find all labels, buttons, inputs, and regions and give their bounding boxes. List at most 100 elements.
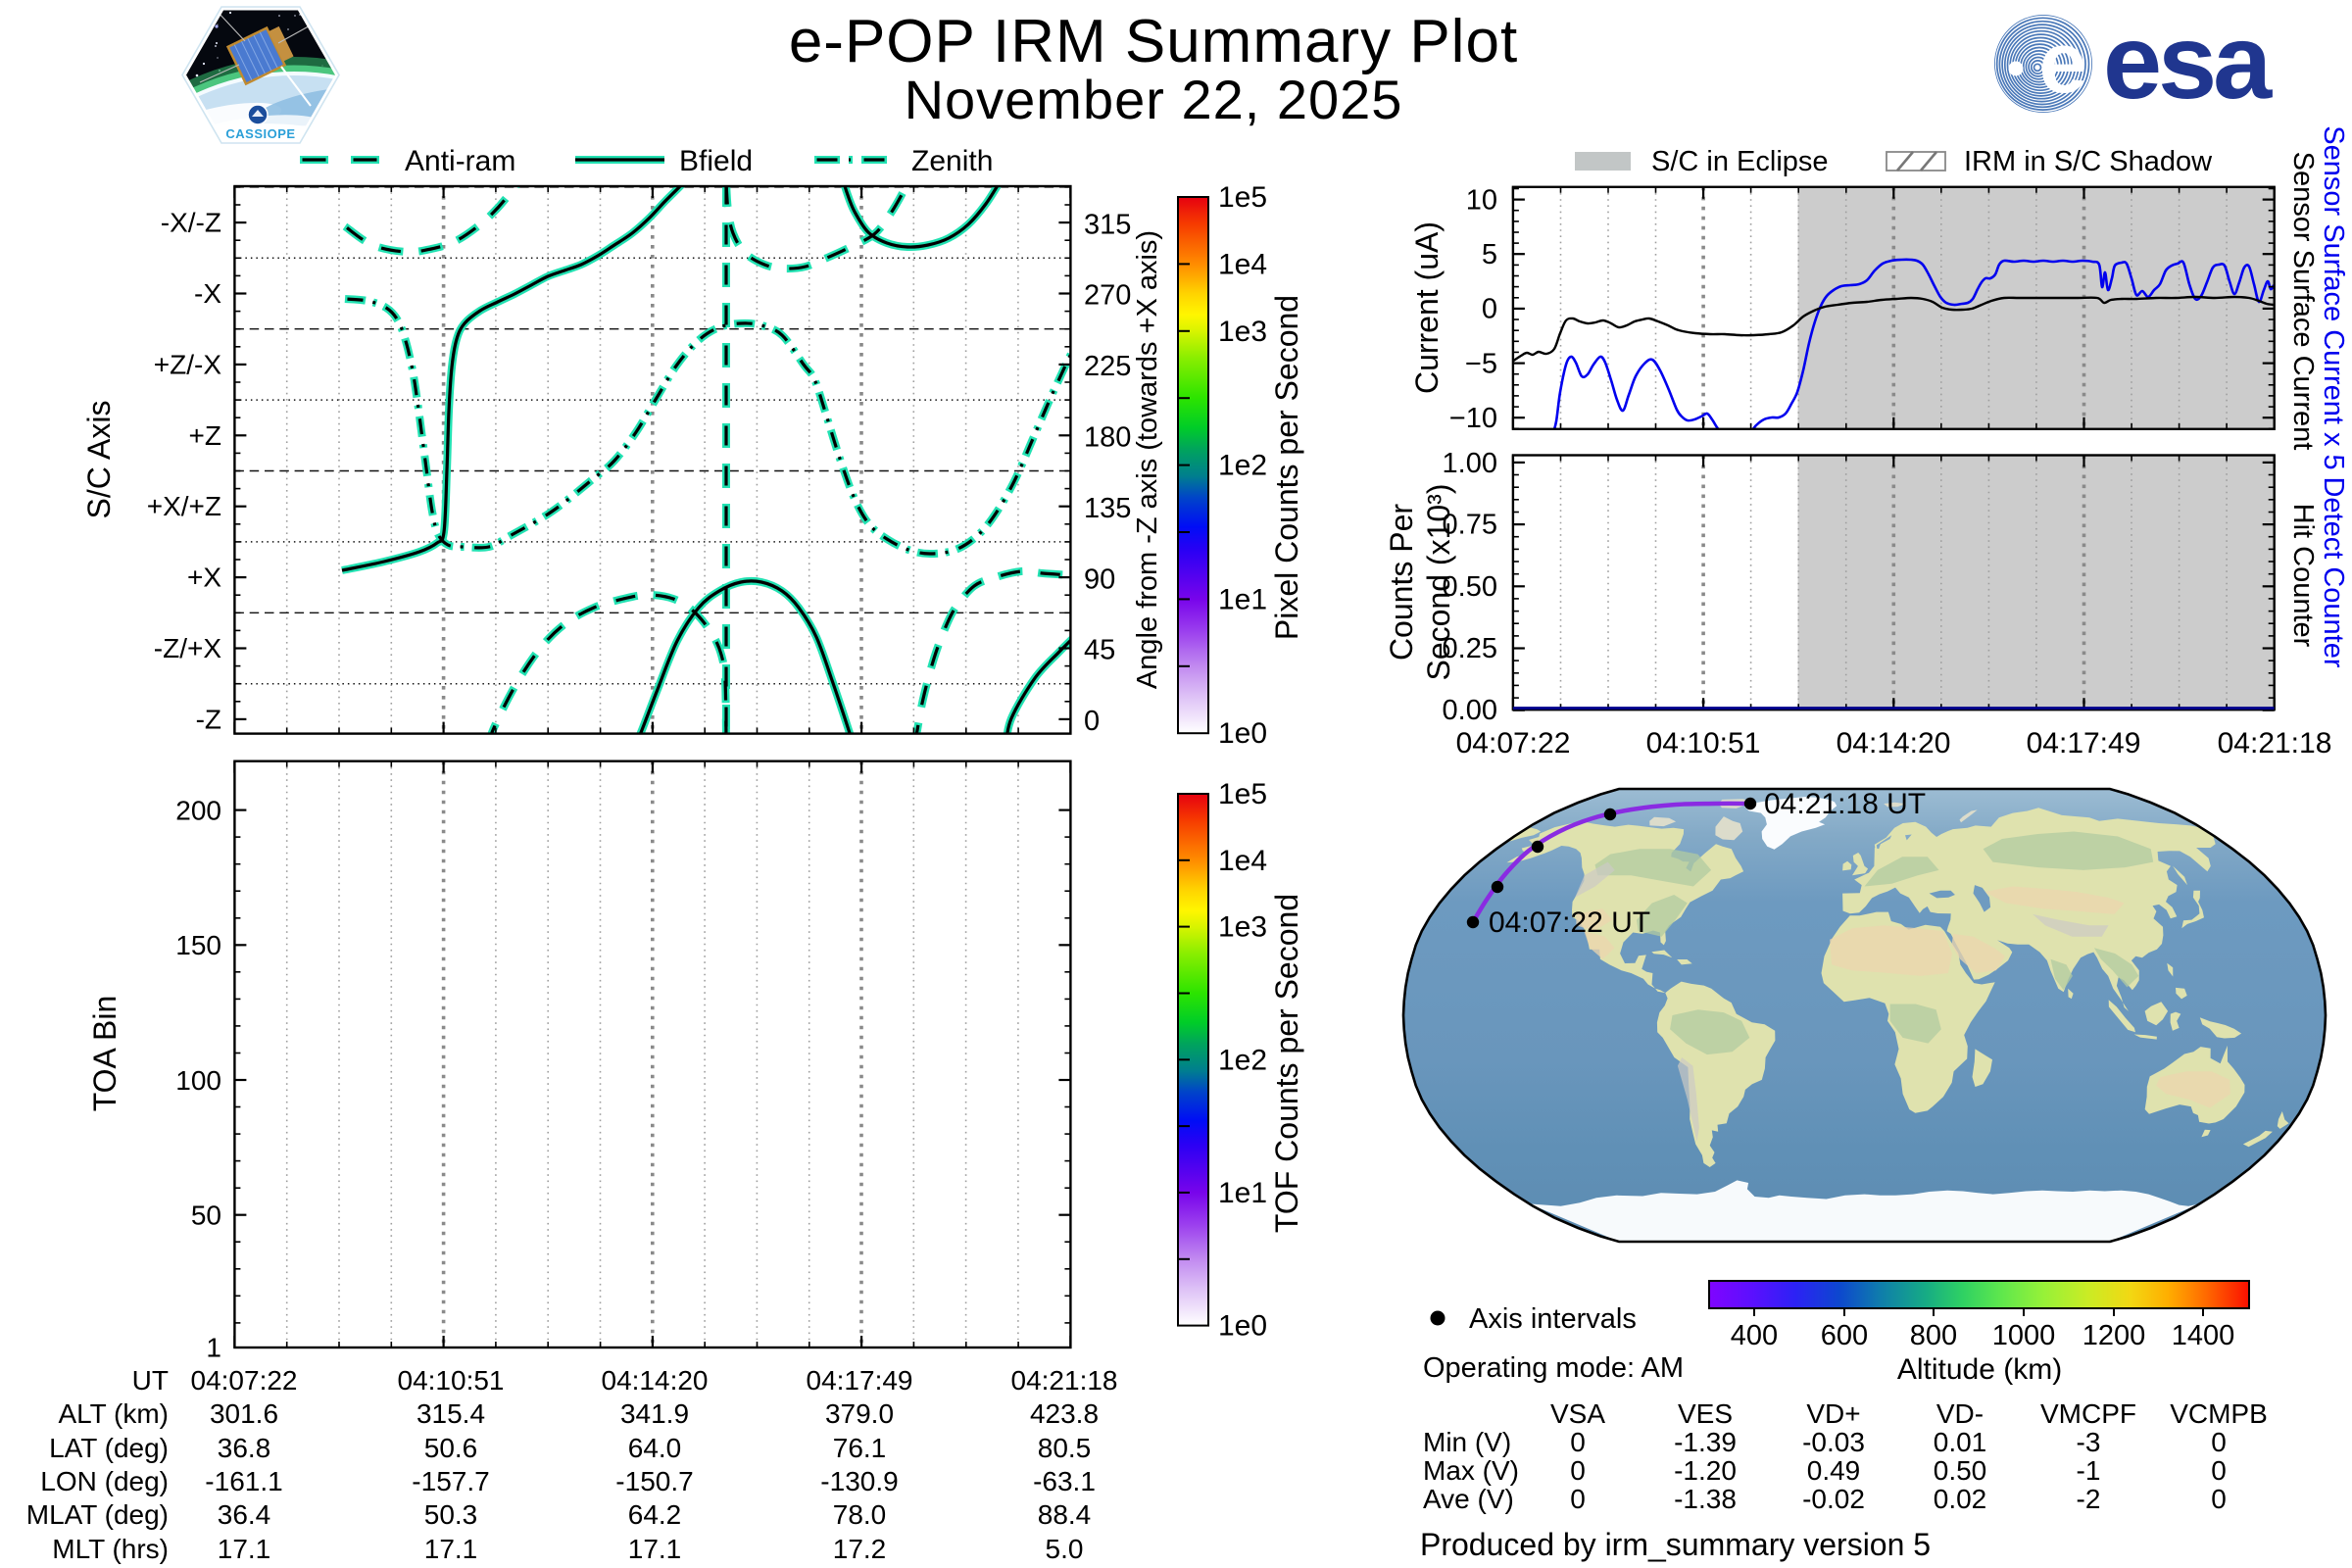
svg-text:600: 600: [1821, 1320, 1868, 1351]
svg-text:UT: UT: [132, 1365, 169, 1396]
svg-text:64.0: 64.0: [628, 1433, 682, 1463]
svg-text:-Z/+X: -Z/+X: [154, 633, 222, 663]
svg-text:04:07:22: 04:07:22: [1456, 727, 1571, 760]
svg-text:TOF Counts per Second: TOF Counts per Second: [1269, 894, 1304, 1233]
svg-text:0.25: 0.25: [1443, 633, 1497, 664]
svg-text:0: 0: [1570, 1484, 1586, 1514]
svg-text:341.9: 341.9: [620, 1398, 689, 1429]
svg-text:76.1: 76.1: [833, 1433, 887, 1463]
svg-text:-130.9: -130.9: [820, 1466, 898, 1496]
svg-text:Operating mode: AM: Operating mode: AM: [1423, 1352, 1684, 1384]
svg-text:301.6: 301.6: [210, 1398, 278, 1429]
svg-text:379.0: 379.0: [825, 1398, 894, 1429]
svg-text:36.8: 36.8: [218, 1433, 271, 1463]
svg-text:-Z: -Z: [196, 704, 221, 734]
svg-text:0.49: 0.49: [1807, 1455, 1861, 1486]
svg-text:0.75: 0.75: [1443, 510, 1497, 541]
svg-text:−10: −10: [1449, 403, 1497, 434]
svg-text:ALT (km): ALT (km): [58, 1398, 169, 1429]
svg-text:Second (x10³): Second (x10³): [1421, 484, 1456, 681]
svg-text:-3: -3: [2077, 1427, 2101, 1457]
svg-text:Produced by irm_summary versio: Produced by irm_summary version 5: [1420, 1527, 1931, 1562]
svg-text:315.4: 315.4: [416, 1398, 485, 1429]
svg-text:1: 1: [206, 1332, 221, 1362]
svg-text:-0.03: -0.03: [1802, 1427, 1865, 1457]
svg-text:-161.1: -161.1: [205, 1466, 282, 1496]
svg-text:Ave (V): Ave (V): [1423, 1484, 1514, 1514]
svg-text:Axis intervals: Axis intervals: [1469, 1303, 1637, 1335]
svg-text:-1.39: -1.39: [1674, 1427, 1737, 1457]
svg-text:50: 50: [191, 1200, 221, 1230]
svg-text:0: 0: [1482, 293, 1497, 324]
svg-text:Sensor Surface Current x 5: Sensor Surface Current x 5: [2318, 125, 2349, 469]
svg-text:MLAT (deg): MLAT (deg): [26, 1499, 169, 1530]
svg-text:Anti-ram: Anti-ram: [405, 145, 515, 177]
svg-text:315: 315: [1084, 209, 1131, 240]
svg-text:Counts Per: Counts Per: [1384, 504, 1419, 661]
svg-text:e: e: [2039, 14, 2087, 111]
svg-text:e-POP IRM Summary Plot: e-POP IRM Summary Plot: [789, 8, 1518, 75]
svg-text:-157.7: -157.7: [412, 1466, 489, 1496]
svg-text:VD+: VD+: [1806, 1398, 1860, 1429]
svg-text:04:14:20: 04:14:20: [1837, 727, 1951, 760]
svg-text:-63.1: -63.1: [1033, 1466, 1096, 1496]
svg-text:1e0: 1e0: [1218, 717, 1267, 750]
svg-text:-2: -2: [2077, 1484, 2101, 1514]
svg-text:36.4: 36.4: [218, 1499, 271, 1530]
svg-text:04:10:51: 04:10:51: [1646, 727, 1761, 760]
svg-text:VD-: VD-: [1936, 1398, 1984, 1429]
svg-text:CASSIOPE: CASSIOPE: [225, 126, 295, 141]
svg-text:VMCPF: VMCPF: [2040, 1398, 2136, 1429]
svg-text:1e2: 1e2: [1218, 1044, 1267, 1076]
svg-text:17.1: 17.1: [218, 1534, 271, 1564]
svg-text:Current (uA): Current (uA): [1409, 221, 1445, 394]
svg-text:04:07:22: 04:07:22: [191, 1365, 298, 1396]
svg-text:0: 0: [1570, 1427, 1586, 1457]
svg-text:04:21:18 UT: 04:21:18 UT: [1764, 788, 1926, 820]
svg-text:-1: -1: [2077, 1455, 2101, 1486]
svg-text:1e0: 1e0: [1218, 1310, 1267, 1343]
svg-text:−5: −5: [1465, 349, 1497, 380]
svg-text:1200: 1200: [2082, 1320, 2146, 1351]
svg-text:-1.38: -1.38: [1674, 1484, 1737, 1514]
svg-text:Max (V): Max (V): [1423, 1455, 1519, 1486]
svg-text:S/C in Eclipse: S/C in Eclipse: [1651, 146, 1829, 177]
svg-text:-0.02: -0.02: [1802, 1484, 1865, 1514]
svg-text:5: 5: [1482, 239, 1497, 270]
svg-text:225: 225: [1084, 351, 1131, 382]
svg-text:64.2: 64.2: [628, 1499, 682, 1530]
svg-text:TOA Bin: TOA Bin: [87, 996, 122, 1112]
svg-text:1e5: 1e5: [1218, 778, 1267, 810]
svg-text:0.02: 0.02: [1934, 1484, 1987, 1514]
svg-text:04:10:51: 04:10:51: [398, 1365, 505, 1396]
svg-text:+Z: +Z: [189, 420, 221, 451]
svg-text:1e3: 1e3: [1218, 316, 1267, 348]
svg-text:04:17:49: 04:17:49: [807, 1365, 913, 1396]
svg-text:1e1: 1e1: [1218, 1177, 1267, 1209]
svg-text:400: 400: [1731, 1320, 1778, 1351]
svg-text:November 22, 2025: November 22, 2025: [905, 69, 1403, 130]
svg-text:1.00: 1.00: [1443, 448, 1497, 479]
svg-text:Zenith: Zenith: [911, 145, 993, 177]
svg-text:LON (deg): LON (deg): [40, 1466, 169, 1496]
svg-text:Altitude (km): Altitude (km): [1897, 1353, 2062, 1386]
svg-text:800: 800: [1910, 1320, 1957, 1351]
svg-text:Bfield: Bfield: [679, 145, 753, 177]
svg-text:0: 0: [2211, 1427, 2227, 1457]
svg-text:S/C Axis: S/C Axis: [81, 401, 117, 519]
svg-text:Min (V): Min (V): [1423, 1427, 1511, 1457]
svg-text:04:07:22 UT: 04:07:22 UT: [1489, 906, 1650, 939]
svg-text:-150.7: -150.7: [615, 1466, 693, 1496]
svg-text:VSA: VSA: [1550, 1398, 1605, 1429]
svg-text:88.4: 88.4: [1038, 1499, 1092, 1530]
svg-text:1e4: 1e4: [1218, 845, 1267, 877]
svg-text:+X/+Z: +X/+Z: [147, 491, 221, 521]
svg-text:1e3: 1e3: [1218, 911, 1267, 944]
svg-text:1400: 1400: [2172, 1320, 2235, 1351]
svg-text:Sensor Surface Current: Sensor Surface Current: [2287, 152, 2319, 451]
svg-text:270: 270: [1084, 280, 1131, 312]
svg-text:80.5: 80.5: [1038, 1433, 1092, 1463]
svg-text:Pixel Counts per Second: Pixel Counts per Second: [1269, 295, 1304, 640]
svg-text:90: 90: [1084, 564, 1115, 595]
svg-text:Detect Counter: Detect Counter: [2318, 476, 2349, 667]
